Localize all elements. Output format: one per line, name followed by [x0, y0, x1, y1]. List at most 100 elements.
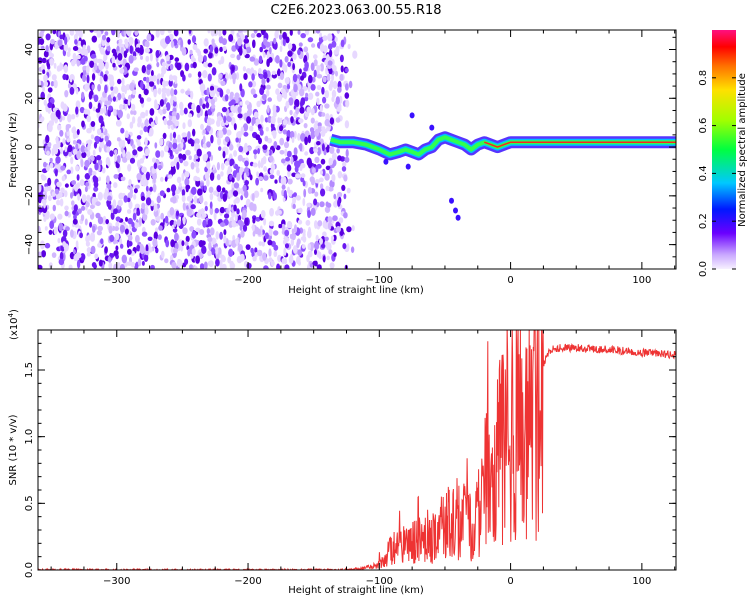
noise-speck [47, 107, 51, 114]
noise-speck [149, 186, 154, 192]
noise-speck [316, 141, 321, 146]
noise-speck [90, 121, 96, 127]
noise-speck [45, 45, 49, 52]
noise-speck [180, 39, 184, 48]
noise-speck [168, 174, 173, 179]
noise-speck [53, 62, 57, 69]
noise-speck [161, 61, 167, 67]
noise-speck [329, 262, 335, 269]
noise-speck [198, 251, 204, 259]
noise-speck [277, 82, 283, 89]
noise-speck [188, 30, 192, 35]
noise-speck [179, 109, 185, 116]
noise-speck [90, 245, 96, 254]
noise-speck [270, 163, 275, 170]
noise-speck [250, 33, 256, 39]
noise-speck [315, 179, 320, 184]
noise-speck [220, 56, 225, 64]
noise-speck [214, 85, 220, 95]
noise-speck [181, 153, 187, 161]
snr-background [38, 330, 676, 570]
noise-speck [128, 54, 134, 64]
noise-speck [265, 84, 271, 90]
noise-speck [282, 38, 286, 47]
noise-speck [253, 30, 258, 34]
noise-speck [141, 202, 146, 210]
noise-speck [181, 195, 186, 203]
noise-speck [312, 260, 318, 266]
noise-speck [268, 46, 272, 55]
noise-speck [51, 191, 56, 197]
noise-speck [74, 39, 78, 45]
noise-speck [297, 49, 301, 56]
noise-speck [47, 142, 52, 147]
noise-speck [207, 260, 213, 267]
noise-speck [48, 262, 53, 269]
noise-speck [57, 39, 63, 47]
noise-speck [145, 171, 150, 181]
noise-speck [176, 176, 182, 184]
noise-speck [252, 217, 256, 224]
noise-speck [207, 30, 211, 34]
noise-speck [121, 77, 125, 87]
noise-speck [72, 126, 77, 134]
noise-speck [268, 248, 272, 257]
noise-speck [146, 34, 152, 42]
noise-speck [173, 30, 179, 37]
noise-speck [284, 148, 288, 157]
noise-speck [184, 171, 190, 178]
noise-speck [240, 88, 245, 98]
noise-speck [210, 154, 214, 161]
noise-speck [218, 130, 224, 139]
noise-speck [43, 161, 47, 168]
noise-speck [182, 217, 186, 225]
noise-speck [242, 184, 247, 192]
noise-speck [118, 192, 124, 200]
noise-speck [92, 106, 96, 112]
noise-speck [45, 164, 50, 172]
noise-speck [307, 210, 311, 218]
noise-speck [62, 149, 69, 157]
noise-speck [233, 182, 240, 189]
noise-speck [72, 210, 76, 215]
noise-speck [302, 228, 306, 235]
noise-speck [260, 187, 264, 193]
noise-speck [316, 97, 320, 105]
noise-speck [202, 135, 206, 144]
noise-speck [236, 172, 241, 182]
noise-speck [244, 53, 250, 59]
noise-speck [328, 67, 333, 75]
noise-speck [200, 208, 204, 215]
noise-speck [146, 64, 152, 70]
noise-speck [90, 53, 97, 59]
noise-speck [139, 97, 144, 104]
noise-speck [255, 177, 259, 186]
noise-speck [304, 61, 309, 70]
noise-speck [218, 73, 223, 79]
noise-speck [315, 30, 321, 34]
noise-speck [169, 207, 175, 216]
noise-speck [150, 219, 156, 226]
noise-speck [55, 156, 61, 164]
noise-speck [307, 187, 312, 194]
noise-speck [347, 43, 351, 50]
noise-speck [49, 157, 53, 163]
snr-y-label: SNR (10 * v/v) [8, 414, 19, 485]
noise-speck [260, 210, 266, 219]
noise-speck [197, 54, 204, 63]
noise-speck [57, 213, 63, 220]
noise-speck [81, 151, 87, 159]
noise-speck [111, 48, 117, 54]
noise-speck [145, 250, 149, 256]
chart-title: C2E6.2023.063.00.55.R18 [270, 3, 441, 18]
noise-speck [92, 225, 96, 233]
noise-speck [351, 225, 355, 232]
noise-speck [319, 183, 324, 190]
noise-speck [175, 210, 180, 217]
noise-speck [276, 263, 281, 269]
noise-speck [331, 89, 337, 98]
noise-speck [329, 79, 334, 88]
noise-speck [251, 223, 255, 232]
noise-speck [206, 228, 211, 235]
noise-speck [344, 67, 349, 73]
